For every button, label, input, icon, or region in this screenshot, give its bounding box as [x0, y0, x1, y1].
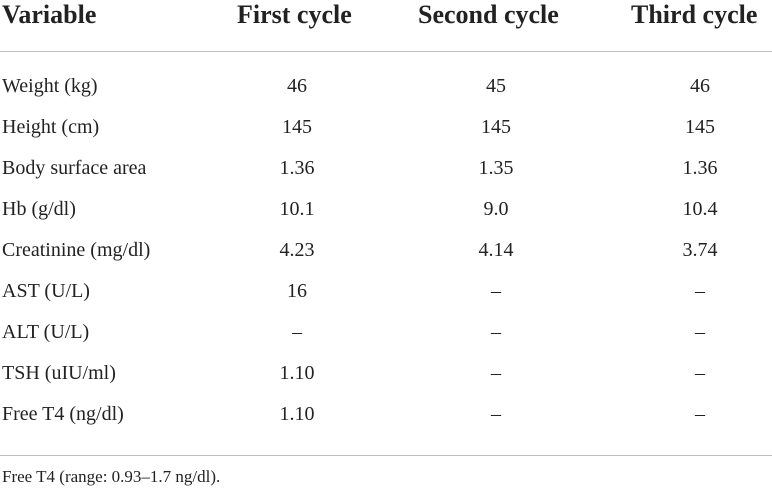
row-label: Body surface area: [2, 157, 147, 179]
first-cycle-value: 10.1: [279, 198, 315, 220]
third-cycle-value: 145: [685, 116, 715, 138]
table-row: Height (cm) 145 145 145: [0, 107, 772, 148]
row-label: AST (U/L): [2, 280, 90, 302]
second-cycle-value: 1.35: [478, 157, 514, 179]
table-row: TSH (uIU/ml) 1.10 – –: [0, 353, 772, 394]
third-cycle-value: –: [695, 362, 705, 384]
first-cycle-value: 145: [282, 116, 312, 138]
table-row: Creatinine (mg/dl) 4.23 4.14 3.74: [0, 230, 772, 271]
table-footnote: Free T4 (range: 0.93–1.7 ng/dl).: [2, 467, 221, 486]
row-label: Weight (kg): [2, 75, 98, 97]
first-cycle-value: 16: [287, 280, 307, 302]
column-header-variable: Variable: [2, 0, 97, 29]
second-cycle-value: 145: [481, 116, 511, 138]
column-header-second-cycle: Second cycle: [418, 0, 559, 29]
first-cycle-value: 46: [287, 75, 307, 97]
row-label: ALT (U/L): [2, 321, 90, 343]
row-label: Hb (g/dl): [2, 198, 76, 220]
third-cycle-value: 3.74: [682, 239, 718, 261]
table-row: AST (U/L) 16 – –: [0, 271, 772, 312]
row-label: Free T4 (ng/dl): [2, 403, 124, 425]
header-divider: [0, 51, 772, 52]
third-cycle-value: –: [695, 403, 705, 425]
table-row: Weight (kg) 46 45 46: [0, 66, 772, 107]
third-cycle-value: 46: [690, 75, 710, 97]
third-cycle-value: 1.36: [682, 157, 718, 179]
second-cycle-value: –: [491, 280, 501, 302]
second-cycle-value: –: [491, 321, 501, 343]
table-row: ALT (U/L) – – –: [0, 312, 772, 353]
second-cycle-value: 4.14: [478, 239, 514, 261]
second-cycle-value: –: [491, 362, 501, 384]
third-cycle-value: –: [695, 280, 705, 302]
footer-divider: [0, 455, 772, 456]
row-label: Height (cm): [2, 116, 100, 138]
third-cycle-value: 10.4: [682, 198, 718, 220]
second-cycle-value: 9.0: [483, 198, 509, 220]
third-cycle-value: –: [695, 321, 705, 343]
table-row: Hb (g/dl) 10.1 9.0 10.4: [0, 189, 772, 230]
second-cycle-value: 45: [486, 75, 506, 97]
first-cycle-value: 1.36: [279, 157, 315, 179]
first-cycle-value: 1.10: [279, 362, 315, 384]
row-label: TSH (uIU/ml): [2, 362, 116, 384]
first-cycle-value: –: [292, 321, 302, 343]
first-cycle-value: 1.10: [279, 403, 315, 425]
column-header-third-cycle: Third cycle: [631, 0, 758, 29]
table-row: Body surface area 1.36 1.35 1.36: [0, 148, 772, 189]
second-cycle-value: –: [491, 403, 501, 425]
table-row: Free T4 (ng/dl) 1.10 – –: [0, 394, 772, 435]
row-label: Creatinine (mg/dl): [2, 239, 151, 261]
column-header-first-cycle: First cycle: [237, 0, 352, 29]
first-cycle-value: 4.23: [279, 239, 315, 261]
